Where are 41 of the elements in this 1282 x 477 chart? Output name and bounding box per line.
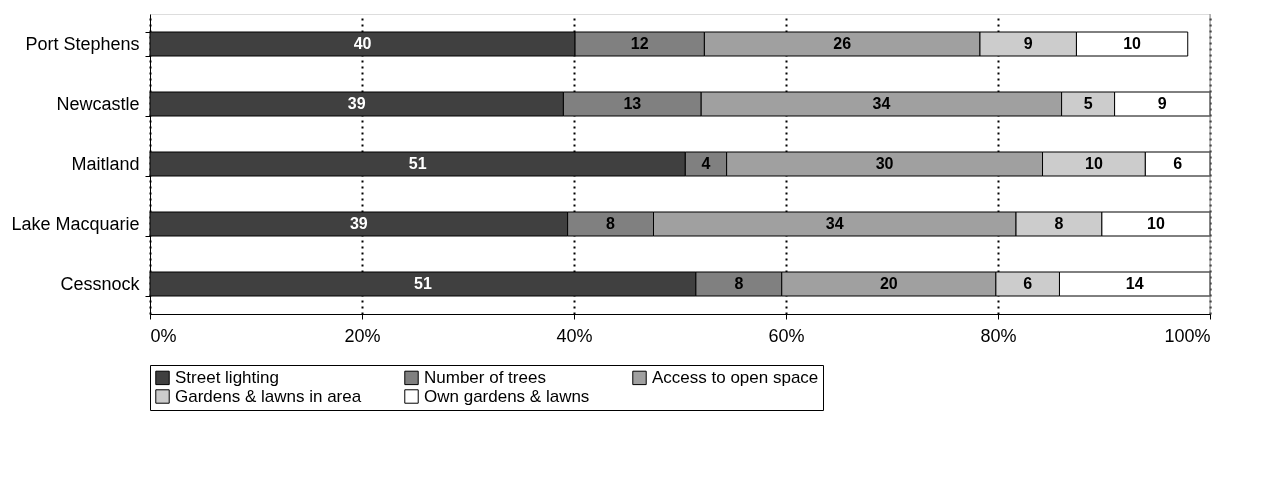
data-label: 10 [1085,155,1103,172]
data-label: 10 [1147,215,1165,232]
x-tick-label: 20% [344,325,381,346]
x-tick-label: 80% [980,325,1017,346]
data-label: 10 [1123,35,1142,52]
data-label: 34 [825,215,844,232]
data-label: 4 [701,155,711,172]
legend-label: Own gardens & lawns [424,386,590,406]
data-label: 9 [1157,95,1167,112]
data-label: 6 [1023,275,1033,292]
x-tick-label: 0% [150,325,177,346]
y-tick-label: Lake Macquarie [11,213,140,234]
data-label: 51 [408,155,427,172]
data-label: 12 [630,35,649,52]
legend-label: Gardens & lawns in area [175,386,362,406]
x-tick-label: 60% [768,325,805,346]
data-label: 8 [734,275,744,292]
data-label: 9 [1023,35,1033,52]
data-label: 40 [353,35,372,52]
legend-label: Number of trees [424,367,546,387]
data-label: 39 [349,215,368,232]
data-label: 8 [1054,215,1064,232]
data-label: 14 [1125,275,1144,292]
legend-label: Street lighting [175,367,279,387]
x-tick-label: 100% [1164,325,1211,346]
y-tick-label: Maitland [71,153,140,174]
y-tick-label: Newcastle [56,93,140,114]
data-label: 30 [875,155,894,172]
legend-label: Access to open space [652,367,819,387]
data-label: 6 [1173,155,1183,172]
data-label: 39 [347,95,366,112]
data-label: 5 [1083,95,1093,112]
y-tick-label: Port Stephens [25,33,140,54]
y-tick-label: Cessnock [60,273,141,294]
x-tick-label: 40% [556,325,593,346]
data-label: 20 [879,275,898,292]
data-label: 51 [414,275,432,292]
data-label: 34 [872,95,891,112]
data-label: 8 [606,215,616,232]
data-label: 13 [623,95,642,112]
data-label: 26 [833,35,852,52]
